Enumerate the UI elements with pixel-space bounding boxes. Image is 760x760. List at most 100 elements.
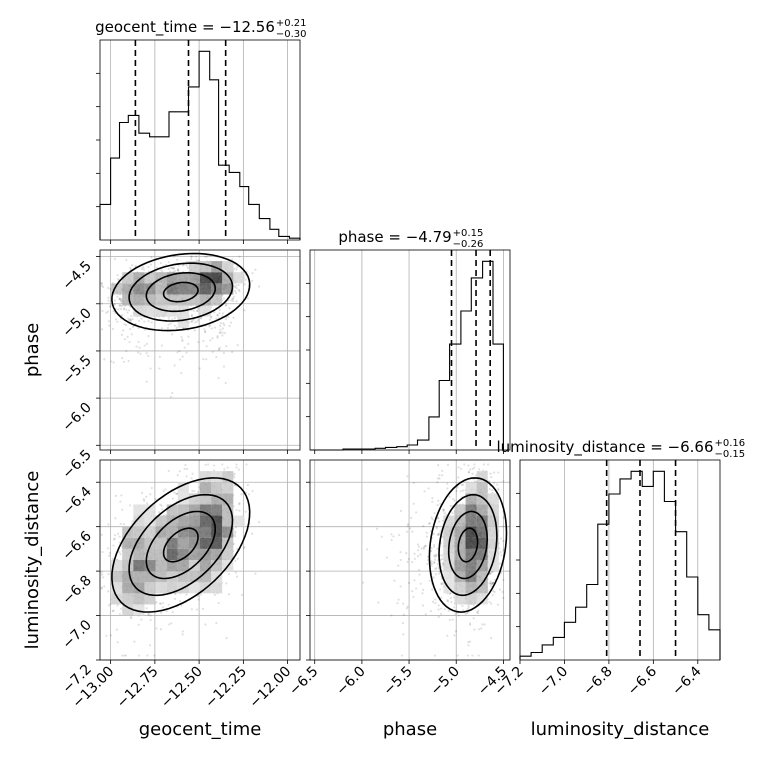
- sample-point: [173, 491, 176, 494]
- sample-point: [105, 634, 108, 637]
- sample-point: [443, 512, 446, 515]
- density-cell: [144, 593, 156, 605]
- sample-point: [120, 314, 124, 317]
- density-cell: [177, 571, 189, 583]
- sample-point: [216, 314, 219, 317]
- sample-point: [196, 490, 200, 494]
- density-cell: [144, 283, 156, 295]
- sample-point: [118, 304, 122, 307]
- sample-point: [448, 495, 451, 498]
- sample-point: [107, 572, 110, 576]
- density-cell: [177, 515, 189, 527]
- sample-point: [213, 593, 216, 596]
- sample-point: [211, 350, 214, 354]
- sample-point: [453, 499, 456, 502]
- density-cell: [200, 272, 212, 284]
- sample-point: [499, 572, 503, 575]
- sample-point: [100, 533, 103, 536]
- density-cell: [155, 548, 167, 560]
- sample-point: [232, 295, 236, 298]
- density-cell: [211, 582, 223, 594]
- sample-point: [168, 623, 171, 626]
- sample-point: [181, 264, 185, 267]
- sample-point: [167, 603, 170, 606]
- sample-point: [112, 544, 115, 547]
- sample-point: [224, 304, 227, 307]
- sample-point: [107, 286, 110, 290]
- density-cell: [211, 294, 223, 306]
- sample-point: [184, 463, 187, 467]
- sample-point: [437, 572, 440, 575]
- sample-point: [222, 365, 226, 368]
- sample-point: [223, 323, 226, 327]
- sample-point: [461, 483, 465, 486]
- density-cell: [200, 526, 212, 538]
- density-cell: [122, 548, 134, 560]
- sample-point: [375, 527, 379, 530]
- sample-point: [171, 611, 174, 614]
- sample-point: [244, 510, 247, 513]
- density-cell: [133, 283, 145, 295]
- sample-point: [212, 469, 216, 472]
- sample-point: [233, 534, 237, 538]
- sample-point: [145, 342, 149, 345]
- sample-point: [247, 493, 251, 496]
- sample-point: [438, 520, 441, 523]
- sample-point: [480, 627, 483, 630]
- sample-point: [502, 578, 505, 582]
- sample-point: [217, 377, 220, 380]
- sample-point: [380, 535, 383, 538]
- sample-point: [227, 315, 230, 318]
- contour-line: [128, 262, 234, 322]
- sample-point: [489, 580, 492, 583]
- sample-point: [190, 255, 193, 258]
- sample-point: [232, 316, 235, 319]
- sample-point: [232, 299, 235, 303]
- sample-point: [430, 516, 433, 519]
- density-cell: [166, 560, 178, 572]
- sample-point: [234, 291, 238, 295]
- sample-point: [226, 466, 229, 469]
- sample-point: [198, 486, 201, 489]
- sample-point: [433, 561, 436, 564]
- density-cell: [133, 582, 145, 594]
- sample-point: [438, 477, 441, 480]
- sample-point: [185, 351, 188, 354]
- sample-point: [402, 613, 406, 616]
- sample-point: [236, 344, 239, 347]
- sample-point: [180, 372, 183, 375]
- sample-point: [112, 310, 115, 313]
- sample-point: [390, 538, 393, 542]
- density-cell: [177, 526, 189, 538]
- density-cell: [200, 560, 212, 572]
- sample-point: [100, 282, 103, 285]
- sample-point: [138, 319, 141, 323]
- sample-point: [131, 317, 134, 321]
- sample-point: [467, 470, 470, 474]
- density-cell: [122, 537, 134, 549]
- sample-point: [236, 557, 239, 560]
- sample-point: [171, 333, 174, 336]
- density-cell: [177, 482, 189, 494]
- density-cell: [155, 515, 167, 527]
- density-cell: [133, 548, 145, 560]
- sample-point: [185, 260, 189, 263]
- density-cell: [211, 548, 223, 560]
- sample-point: [173, 324, 176, 327]
- sample-point: [446, 463, 450, 467]
- sample-point: [488, 582, 492, 585]
- sample-point: [442, 508, 445, 511]
- sample-point: [203, 330, 207, 334]
- sample-point: [204, 623, 207, 626]
- sample-point: [145, 495, 148, 498]
- density-cell: [122, 560, 134, 572]
- sample-point: [183, 467, 186, 470]
- sample-point: [190, 477, 193, 480]
- sample-point: [101, 576, 105, 579]
- sample-point: [467, 604, 470, 607]
- sample-point: [225, 637, 228, 640]
- sample-point: [472, 617, 475, 620]
- sample-point: [440, 583, 443, 586]
- sample-point: [185, 264, 188, 267]
- sample-point: [177, 264, 180, 267]
